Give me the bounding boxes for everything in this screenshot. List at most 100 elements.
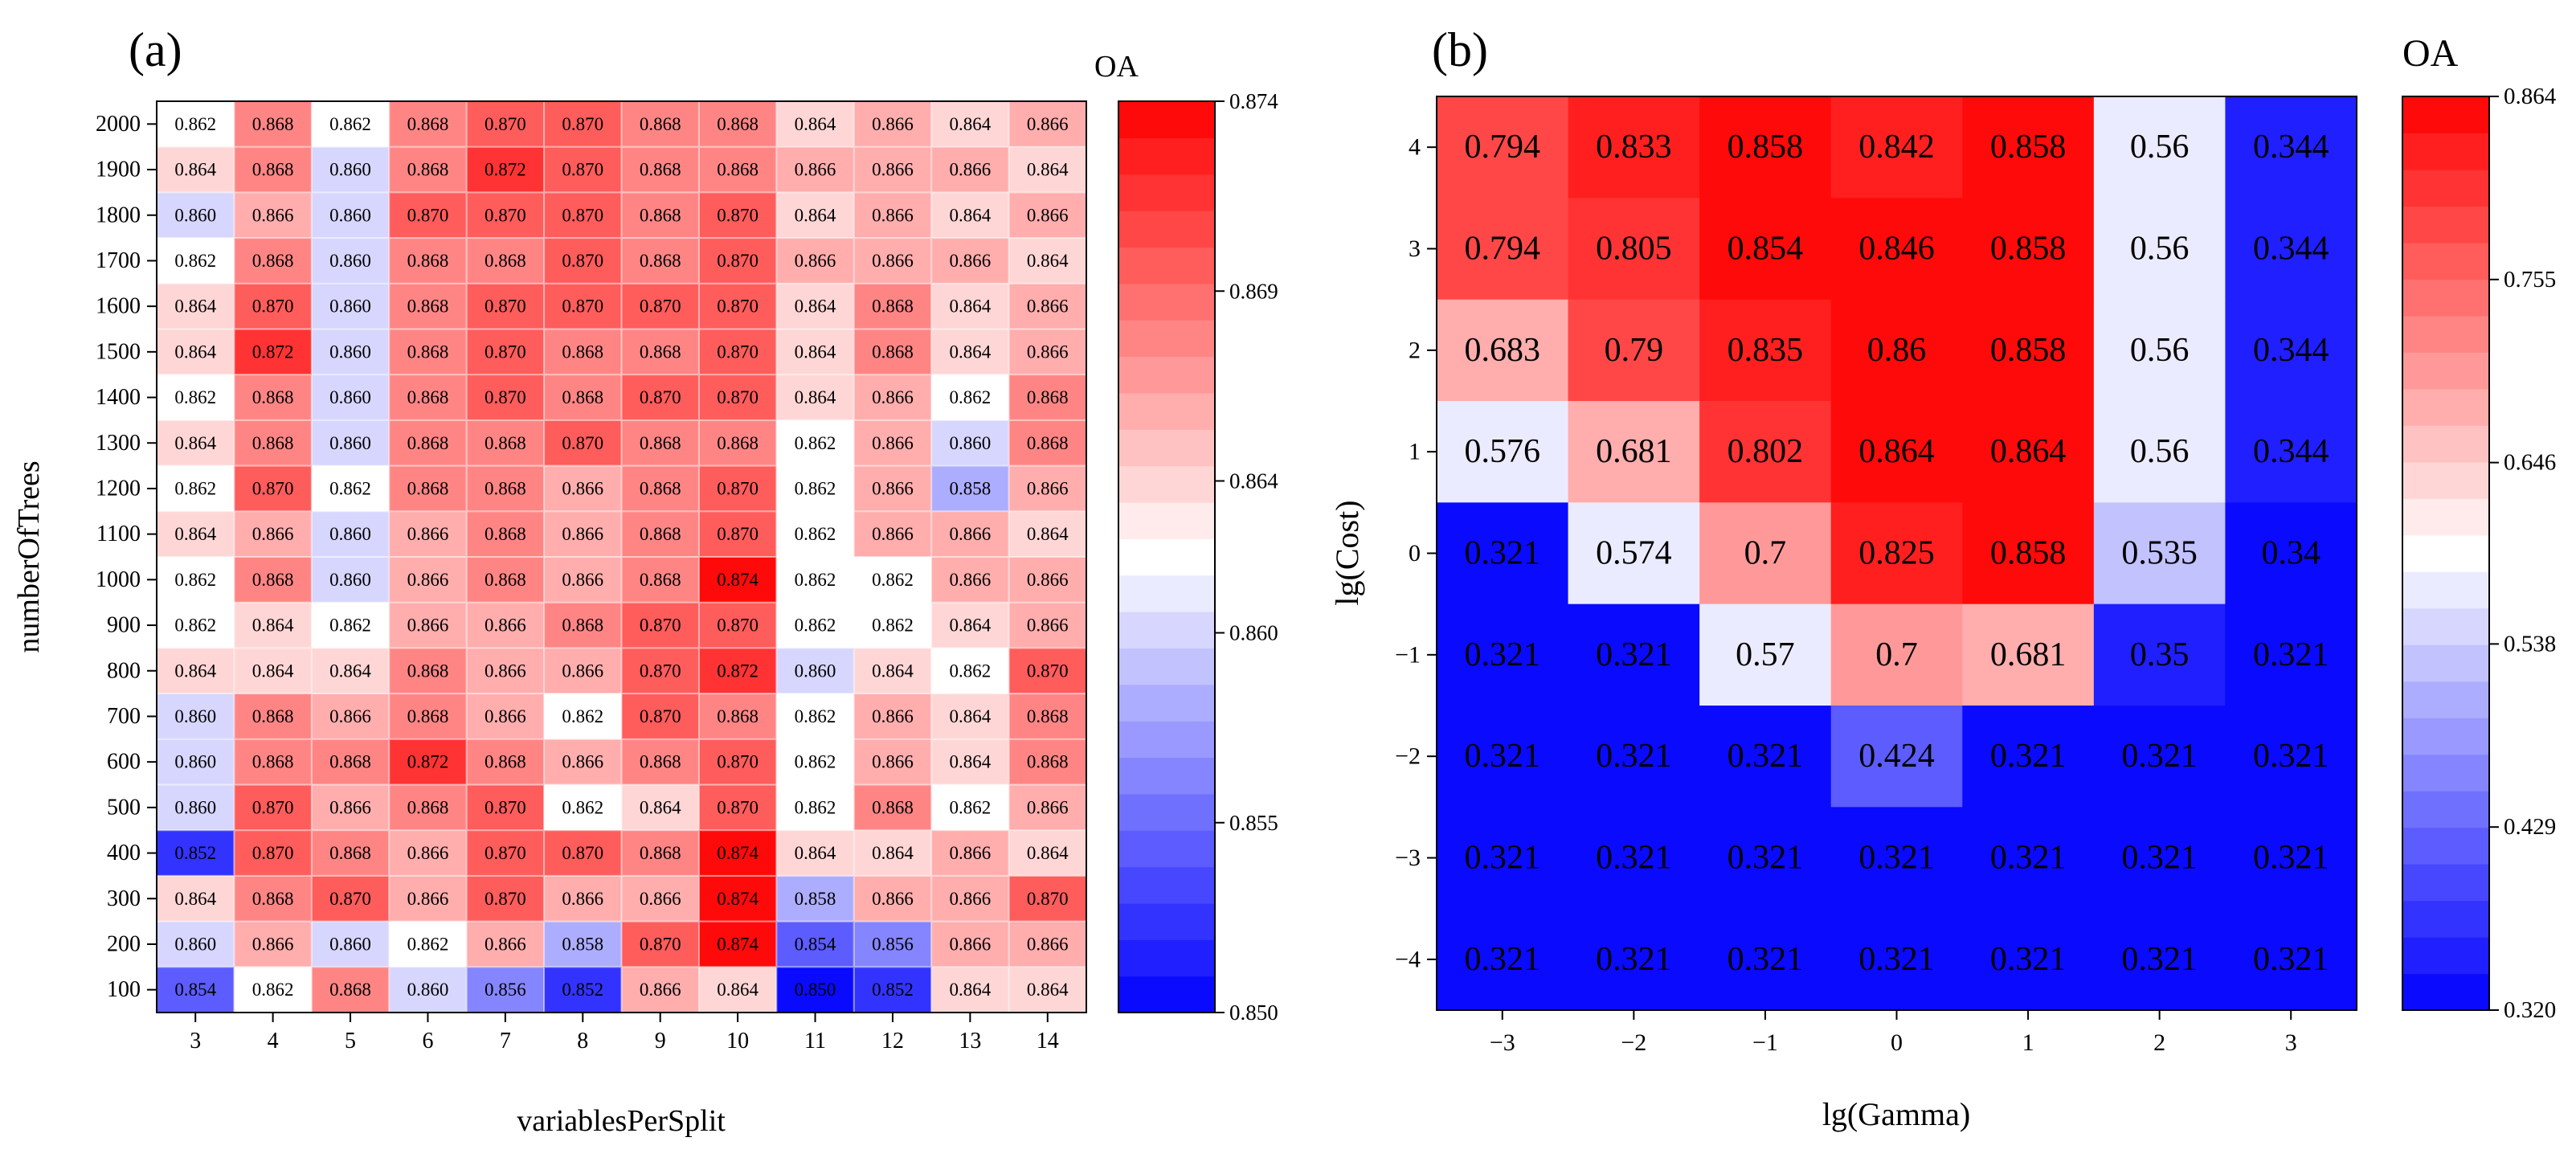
cell-value-label: 0.866 (1027, 342, 1069, 362)
cell-value-label: 0.870 (717, 387, 758, 407)
heatmap-cell (853, 511, 932, 558)
heatmap-cell (2225, 401, 2357, 503)
colorbar-segment (2402, 973, 2489, 1011)
heatmap-cell-border (776, 283, 854, 329)
cell-value-label: 0.860 (329, 570, 371, 590)
heatmap-cell-border (931, 738, 1009, 785)
cell-value-label: 0.866 (950, 524, 992, 544)
heatmap-cell-border (389, 374, 467, 420)
cell-value-label: 0.321 (2253, 738, 2329, 775)
heatmap-cell-border (389, 875, 467, 922)
cell-value-label: 0.868 (252, 889, 294, 909)
cell-value-label: 0.802 (1728, 433, 1804, 470)
heatmap-cell (853, 784, 932, 831)
cell-value-label: 0.866 (562, 524, 603, 544)
colorbar-segment (2402, 242, 2489, 280)
heatmap-cell-border (853, 648, 932, 694)
heatmap-cell (931, 693, 1010, 740)
cell-value-label: 0.864 (795, 387, 836, 407)
heatmap-cell-border (853, 146, 932, 193)
cell-value-label: 0.868 (252, 387, 294, 407)
heatmap-cell (1008, 921, 1087, 968)
cell-value-label: 0.866 (950, 160, 992, 180)
cell-value-label: 0.868 (1027, 433, 1069, 453)
cell-value-label: 0.870 (717, 478, 758, 498)
heatmap-cell-border (389, 192, 467, 239)
cell-value-label: 0.870 (562, 114, 603, 134)
heatmap-cell-border (311, 784, 390, 831)
heatmap-cell (931, 101, 1010, 148)
heatmap-cell (853, 557, 932, 603)
cell-value-label: 0.866 (872, 251, 914, 271)
cell-value-label: 0.860 (329, 160, 371, 180)
heatmap-cell-border (698, 693, 777, 739)
heatmap-cell (311, 374, 390, 421)
colorbar-tick-label: 0.864 (2504, 84, 2557, 109)
heatmap-cell (776, 648, 855, 694)
heatmap-cell-border (621, 738, 699, 785)
cell-value-label: 0.870 (562, 297, 603, 317)
cell-value-label: 0.864 (174, 889, 216, 909)
heatmap-cell (1830, 706, 1963, 808)
cell-value-label: 0.868 (717, 114, 758, 134)
cell-value-label: 0.868 (329, 752, 371, 772)
heatmap-cell-border (234, 557, 312, 603)
heatmap-cell-border (234, 784, 312, 831)
cell-value-label: 0.864 (174, 661, 216, 681)
cell-value-label: 0.866 (1027, 616, 1069, 636)
heatmap-cell (1008, 967, 1087, 1013)
cell-value-label: 0.866 (1027, 570, 1069, 590)
heatmap-cell (389, 784, 468, 831)
heatmap-cell-border (544, 329, 622, 375)
heatmap-cell (544, 648, 623, 694)
cell-value-label: 0.866 (562, 752, 603, 772)
cell-value-label: 0.868 (562, 387, 603, 407)
colorbar-segment (1118, 247, 1215, 284)
cell-value-label: 0.866 (1027, 797, 1069, 817)
heatmap-cell (698, 329, 777, 375)
panel-b-x-axis-label: lg(Gamma) (1822, 1096, 1970, 1132)
cell-value-label: 0.862 (174, 114, 216, 134)
heatmap-cell (621, 465, 700, 512)
cell-value-label: 0.866 (1027, 114, 1069, 134)
cell-value-label: 0.870 (717, 797, 758, 817)
cell-value-label: 0.864 (174, 297, 216, 317)
heatmap-cell (389, 146, 468, 193)
cell-value-label: 0.862 (174, 387, 216, 407)
cell-value-label: 0.866 (950, 570, 992, 590)
heatmap-cell-border (621, 648, 699, 694)
heatmap-cell-border (621, 830, 699, 876)
heatmap-cell (157, 693, 235, 740)
cell-value-label: 0.868 (252, 752, 294, 772)
heatmap-cell (698, 738, 777, 786)
cell-value-label: 0.321 (1728, 941, 1804, 978)
cell-value-label: 0.864 (1027, 251, 1069, 271)
cell-value-label: 0.868 (717, 160, 758, 180)
cell-value-label: 0.870 (485, 889, 526, 909)
heatmap-cell (389, 374, 468, 421)
cell-value-label: 0.866 (485, 616, 526, 636)
cell-value-label: 0.866 (485, 706, 526, 726)
cell-value-label: 0.868 (640, 478, 681, 498)
heatmap-cell (311, 921, 390, 968)
heatmap-cell (157, 238, 235, 284)
heatmap-cell-border (853, 511, 932, 557)
heatmap-cell (234, 557, 313, 603)
heatmap-cell (311, 648, 390, 694)
cell-value-label: 0.868 (640, 433, 681, 453)
colorbar-segment (1118, 902, 1215, 940)
heatmap-cell (466, 830, 545, 877)
heatmap-cell (544, 192, 623, 239)
heatmap-cell (157, 146, 235, 193)
cell-value-label: 0.866 (950, 889, 992, 909)
heatmap-cell-border (311, 146, 390, 193)
colorbar-segment (2402, 461, 2489, 499)
cell-value-label: 0.854 (174, 980, 216, 1000)
cell-value-label: 0.866 (1027, 934, 1069, 954)
y-tick-label: 600 (107, 750, 141, 775)
heatmap-cell (544, 967, 623, 1013)
heatmap-cell (2093, 96, 2226, 198)
cell-value-label: 0.321 (1465, 840, 1541, 877)
heatmap-cell (157, 875, 235, 923)
heatmap-cell-border (698, 146, 777, 193)
